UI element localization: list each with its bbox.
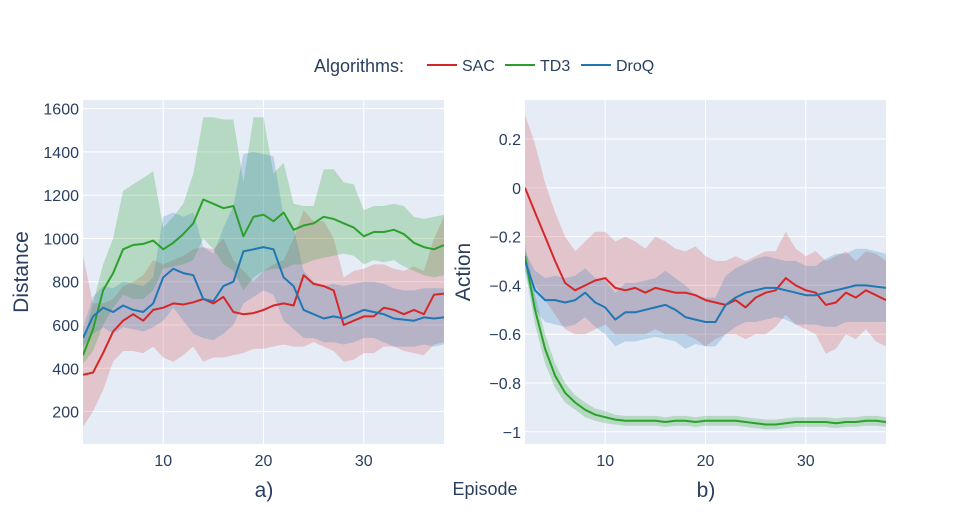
panel-b-series-layer xyxy=(525,114,886,430)
panel-b-label: b) xyxy=(697,479,716,502)
shared-xlabel: Episode xyxy=(452,479,517,499)
panel-b-xtick-label: 30 xyxy=(797,453,815,470)
panel-b-xtick-label: 20 xyxy=(697,453,715,470)
panel-a-ytick-label: 600 xyxy=(52,318,79,335)
panel-b-band-sac xyxy=(525,114,886,354)
panel-b-ytick-label: −0.6 xyxy=(489,327,521,344)
legend: Algorithms: SAC TD3 DroQ xyxy=(314,56,654,76)
legend-label-td3: TD3 xyxy=(540,58,570,75)
panel-b-ytick-label: 0.2 xyxy=(499,132,521,149)
panel-b-xtick-label: 10 xyxy=(596,453,614,470)
panel-b-ytick-label: −0.2 xyxy=(489,230,521,247)
panel-a-ytick-label: 400 xyxy=(52,361,79,378)
panel-a-label: a) xyxy=(255,479,274,502)
panel-a-xtick-label: 10 xyxy=(154,453,172,470)
panel-a-ytick-label: 1200 xyxy=(43,188,79,205)
panel-b-ytick-label: −0.8 xyxy=(489,376,521,393)
panel-b-line-droq xyxy=(525,260,886,323)
panel-b-ytick-label: −0.4 xyxy=(489,278,521,295)
panel-a-series-layer xyxy=(83,117,444,427)
panel-a-xtick-label: 30 xyxy=(355,453,373,470)
panel-a-xtick-label: 20 xyxy=(255,453,273,470)
panel-a-band-td3 xyxy=(83,117,444,364)
panel-a-band-sac xyxy=(83,210,444,427)
panel-a-ytick-label: 800 xyxy=(52,275,79,292)
panel-a-line-droq xyxy=(83,246,444,339)
panel-a-ytick-label: 1000 xyxy=(43,231,79,248)
legend-label-droq: DroQ xyxy=(616,58,654,75)
panel-b-band-droq xyxy=(525,248,886,349)
legend-label-sac: SAC xyxy=(462,58,495,75)
panel-a-ytick-label: 1400 xyxy=(43,145,79,162)
panel-a-ytick-label: 1600 xyxy=(43,102,79,119)
panel-b-line-td3 xyxy=(525,255,886,426)
panel-a: 10 20 30 200 400 600 800 1000 1200 1400 1600 xyxy=(43,100,444,470)
panel-a-band-droq xyxy=(83,151,444,347)
panel-b-ylabel: Action xyxy=(452,243,475,301)
panel-a-ylabel: Distance xyxy=(10,231,33,313)
panel-b-line-sac xyxy=(525,187,886,309)
panel-a-ytick-label: 200 xyxy=(52,405,79,422)
panel-a-line-td3 xyxy=(83,198,444,356)
panel-b-ytick-label: −1 xyxy=(503,425,521,442)
panel-b-ytick-label: 0 xyxy=(512,181,521,198)
legend-title: Algorithms: xyxy=(314,56,404,76)
panel-b: 10 20 30 0.2 0 −0.2 −0.4 −0.6 −0.8 −1 xyxy=(489,100,886,470)
panel-a-line-sac xyxy=(83,274,444,376)
